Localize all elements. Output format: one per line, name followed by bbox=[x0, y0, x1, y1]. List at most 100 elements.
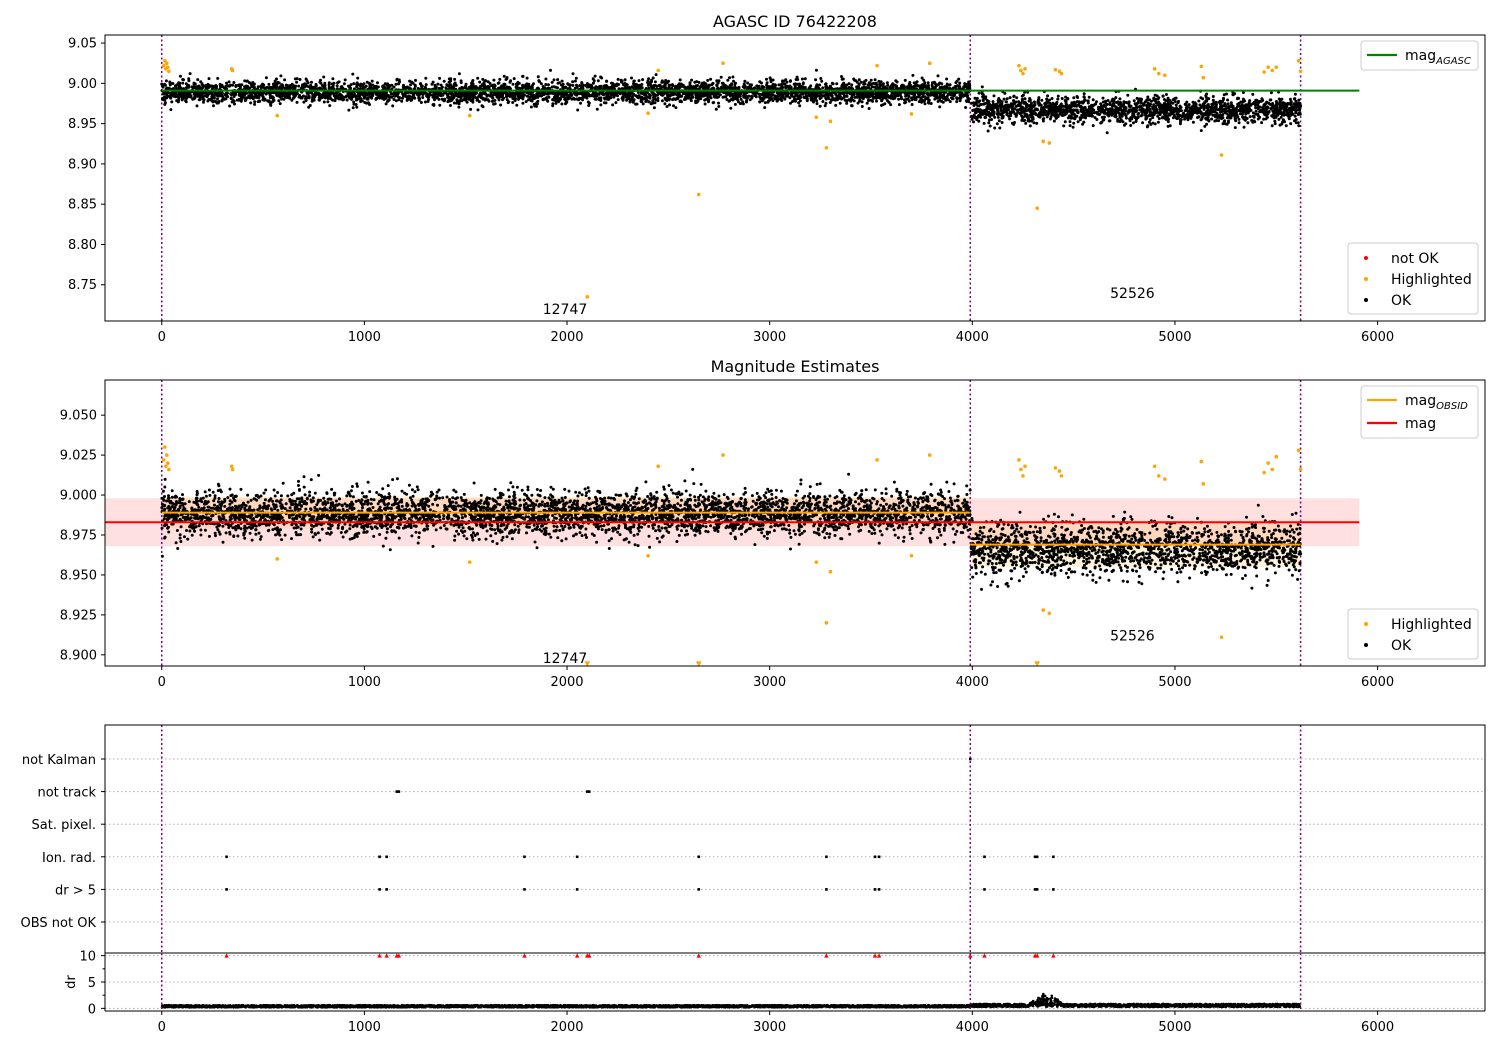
ok-point bbox=[561, 95, 565, 99]
ok-point bbox=[248, 91, 251, 95]
ok-point bbox=[758, 100, 762, 104]
ok-point bbox=[205, 92, 209, 96]
ok-point bbox=[446, 100, 450, 104]
ok-point bbox=[875, 99, 878, 103]
ok-point bbox=[432, 102, 436, 106]
ok-point bbox=[768, 76, 772, 80]
ok-point bbox=[439, 83, 443, 87]
ok-point bbox=[647, 86, 651, 90]
ok-point bbox=[355, 85, 359, 89]
ok-point bbox=[574, 76, 578, 80]
ok-point bbox=[233, 102, 236, 106]
ok-point bbox=[585, 82, 589, 86]
ok-point bbox=[335, 84, 339, 88]
ok-point bbox=[168, 92, 172, 95]
ok-point bbox=[411, 81, 415, 85]
ok-point bbox=[840, 75, 843, 78]
ok-point bbox=[676, 84, 680, 88]
ok-point bbox=[306, 92, 310, 96]
ok-point bbox=[1050, 97, 1054, 100]
ok-point bbox=[840, 91, 844, 95]
ok-point bbox=[163, 82, 166, 86]
ok-point bbox=[957, 77, 961, 81]
ok-point bbox=[335, 93, 339, 97]
ok-point bbox=[421, 96, 425, 99]
ok-point bbox=[1251, 111, 1255, 115]
ok-point bbox=[923, 102, 927, 106]
ok-point bbox=[388, 96, 391, 99]
ok-point bbox=[668, 103, 671, 107]
ok-point bbox=[367, 81, 371, 85]
ok-point bbox=[402, 86, 406, 90]
ok-point bbox=[564, 85, 567, 89]
ok-point bbox=[599, 84, 603, 88]
ok-point bbox=[195, 104, 199, 108]
ok-point bbox=[1005, 97, 1009, 101]
ok-point bbox=[814, 78, 818, 82]
ok-point bbox=[701, 86, 705, 90]
ok-point bbox=[570, 97, 574, 101]
ok-point bbox=[628, 85, 631, 89]
ok-point bbox=[1166, 120, 1170, 124]
ok-point bbox=[512, 91, 516, 95]
ok-point bbox=[1246, 121, 1250, 125]
ok-point bbox=[742, 82, 746, 86]
ok-point bbox=[913, 81, 917, 85]
ok-point bbox=[292, 95, 296, 99]
ok-point bbox=[542, 97, 546, 101]
ok-point bbox=[598, 87, 602, 91]
ok-point bbox=[958, 81, 962, 85]
ok-point bbox=[776, 92, 780, 96]
ok-point bbox=[442, 79, 446, 83]
ok-point bbox=[546, 99, 550, 103]
ok-point bbox=[676, 91, 680, 95]
ok-point bbox=[654, 73, 658, 77]
ok-point bbox=[651, 76, 655, 80]
ok-point bbox=[609, 85, 612, 89]
ok-point bbox=[869, 83, 873, 87]
ok-point bbox=[725, 93, 729, 97]
ok-point bbox=[304, 77, 308, 81]
ok-point bbox=[575, 83, 578, 87]
ok-point bbox=[663, 96, 667, 100]
ok-point bbox=[753, 86, 756, 90]
ok-point bbox=[612, 94, 616, 98]
ok-point bbox=[946, 92, 950, 96]
ok-point bbox=[320, 96, 323, 100]
ok-point bbox=[950, 96, 953, 100]
ok-point bbox=[639, 99, 643, 103]
ok-point bbox=[877, 94, 880, 97]
ok-point bbox=[958, 99, 962, 103]
ok-point bbox=[455, 98, 459, 102]
ok-point bbox=[919, 98, 923, 102]
ok-point bbox=[469, 84, 473, 88]
ok-point bbox=[328, 104, 332, 108]
ok-point bbox=[874, 81, 878, 85]
ok-point bbox=[726, 78, 730, 82]
ok-point bbox=[929, 102, 933, 105]
ok-point bbox=[549, 91, 553, 95]
ok-point bbox=[566, 97, 570, 101]
ok-point bbox=[878, 84, 882, 88]
ok-point bbox=[470, 81, 474, 85]
ok-point bbox=[343, 78, 347, 82]
ok-point bbox=[556, 93, 560, 97]
ok-point bbox=[949, 91, 953, 95]
ok-point bbox=[509, 79, 513, 83]
ok-point bbox=[831, 82, 835, 86]
ok-point bbox=[370, 96, 374, 100]
ok-point bbox=[1136, 112, 1140, 116]
ok-point bbox=[907, 95, 911, 99]
ok-point bbox=[877, 79, 881, 83]
ok-point bbox=[844, 86, 848, 90]
ok-point bbox=[443, 91, 447, 95]
ok-point bbox=[505, 98, 509, 102]
ok-point bbox=[1195, 116, 1199, 119]
ok-point bbox=[706, 78, 710, 82]
ok-point bbox=[245, 79, 249, 83]
ok-point bbox=[758, 95, 762, 99]
ok-point bbox=[938, 105, 942, 109]
ok-point bbox=[1023, 118, 1027, 122]
ok-point bbox=[771, 78, 775, 82]
ok-point bbox=[773, 94, 777, 98]
